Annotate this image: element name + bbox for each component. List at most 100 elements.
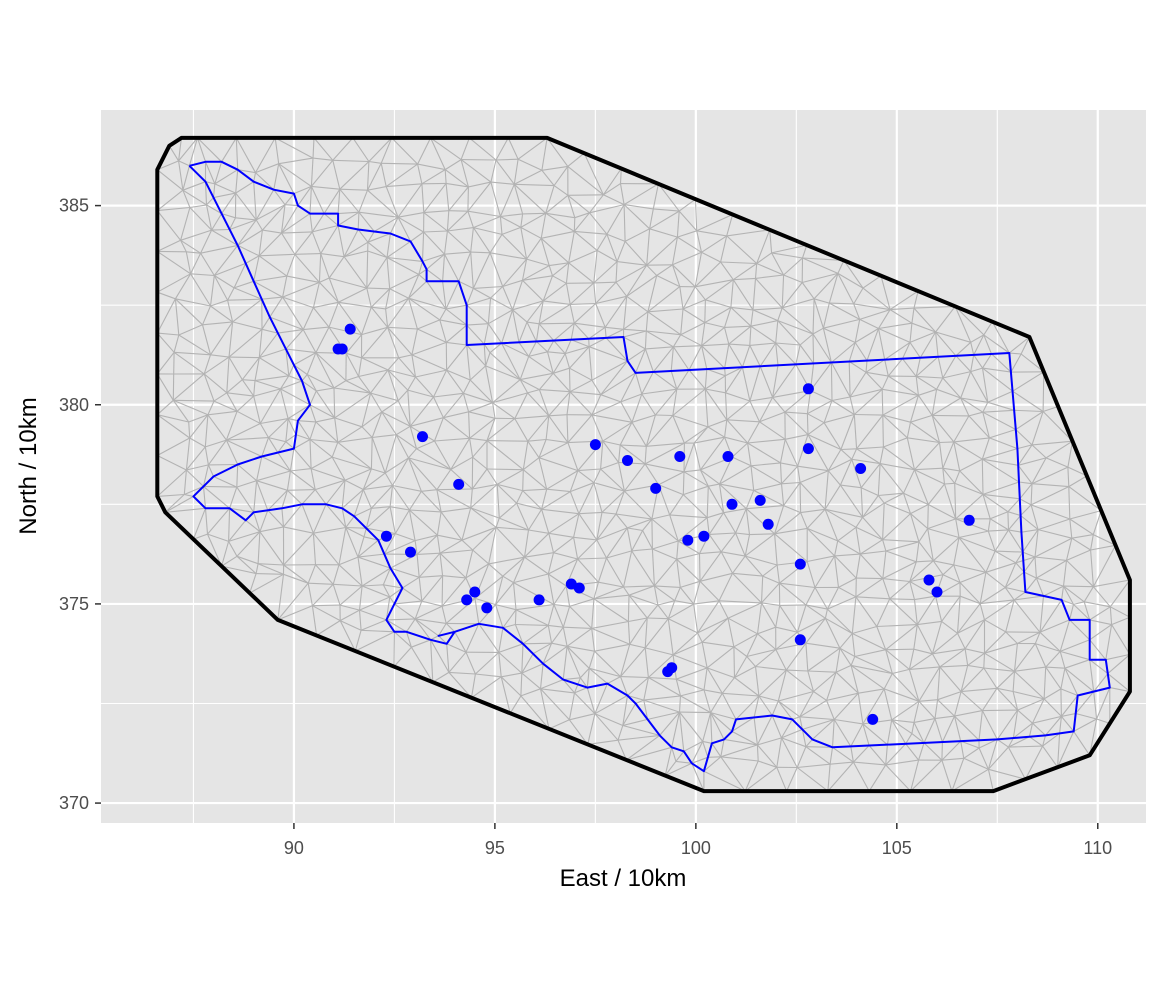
mesh-edge xyxy=(441,507,471,513)
mesh-edge xyxy=(541,137,548,171)
mesh-edge xyxy=(386,618,416,621)
mesh-edge xyxy=(960,371,972,399)
mesh-edge xyxy=(1042,745,1059,768)
mesh-edge xyxy=(834,553,861,557)
mesh-edge xyxy=(227,287,235,301)
x-axis-ticks: 90 95 100 105 110 xyxy=(284,823,1112,858)
mesh-edge xyxy=(807,434,842,451)
mesh-edge xyxy=(891,700,920,721)
mesh-edge xyxy=(708,483,720,487)
mesh-edge xyxy=(707,485,725,513)
mesh-edge xyxy=(619,168,622,184)
mesh-edge xyxy=(604,327,607,338)
mesh-edge xyxy=(522,469,524,491)
mesh-edge xyxy=(851,633,856,657)
mesh-edge xyxy=(226,357,230,393)
mesh-edge xyxy=(866,328,880,361)
mesh-edge xyxy=(627,595,630,622)
mesh-edge xyxy=(908,669,920,702)
mesh-edge xyxy=(805,617,826,644)
mesh-edge xyxy=(178,160,190,167)
mesh-edge xyxy=(987,769,994,792)
mesh-edge xyxy=(440,511,463,541)
mesh-edge xyxy=(205,204,213,231)
mesh-edge xyxy=(532,642,552,655)
mesh-edge xyxy=(1109,687,1131,693)
mesh-edge xyxy=(394,600,422,605)
x-tick-label: 100 xyxy=(681,838,711,858)
mesh-edge xyxy=(593,598,629,622)
mesh-edge xyxy=(411,354,447,371)
mesh-edge xyxy=(710,712,737,720)
mesh-edge xyxy=(1034,643,1047,668)
mesh-edge xyxy=(704,369,708,390)
mesh-edge xyxy=(627,527,643,532)
mesh-edge xyxy=(603,183,621,196)
mesh-edge xyxy=(310,159,334,187)
mesh-edge xyxy=(623,586,630,596)
mesh-edge xyxy=(865,359,886,373)
mesh-edge xyxy=(586,668,590,688)
mesh-edge xyxy=(498,651,523,674)
mesh-edge xyxy=(235,192,257,221)
mesh-edge xyxy=(1008,515,1022,531)
mesh-edge xyxy=(707,426,725,438)
mesh-edge xyxy=(754,666,760,697)
mesh-edge xyxy=(313,526,346,534)
mesh-edge xyxy=(540,213,547,239)
mesh-edge xyxy=(374,216,399,232)
mesh-edge xyxy=(418,274,427,282)
mesh-edge xyxy=(228,541,238,557)
mesh-edge xyxy=(522,441,529,470)
mesh-edge xyxy=(338,211,359,215)
mesh-edge xyxy=(852,625,877,635)
mesh-edge xyxy=(259,526,284,533)
mesh-edge xyxy=(261,437,270,457)
mesh-edge xyxy=(1063,585,1085,603)
mesh-edge xyxy=(520,213,524,228)
mesh-edge xyxy=(909,561,917,582)
mesh-edge xyxy=(653,371,678,390)
mesh-edge xyxy=(795,344,801,365)
mesh-edge xyxy=(500,213,523,218)
mesh-edge xyxy=(566,627,593,647)
mesh-edge xyxy=(749,366,761,402)
mesh-edge xyxy=(229,507,254,513)
mesh-edge xyxy=(539,663,544,689)
mesh-edge xyxy=(319,282,339,303)
mesh-edge xyxy=(750,309,754,327)
mesh-edge xyxy=(253,172,257,182)
mesh-edge xyxy=(979,603,986,620)
data-point xyxy=(762,518,774,530)
mesh-edge xyxy=(415,618,447,624)
mesh-edge xyxy=(724,436,748,444)
mesh-edge xyxy=(502,279,523,288)
mesh-edge xyxy=(970,371,989,403)
mesh-edge xyxy=(596,512,603,541)
mesh-edge xyxy=(942,355,957,379)
mesh-edge xyxy=(341,508,347,528)
mesh-edge xyxy=(641,388,677,395)
mesh-edge xyxy=(1017,709,1033,724)
mesh-edge xyxy=(569,391,601,396)
mesh-edge xyxy=(1015,562,1025,573)
mesh-edge xyxy=(822,328,832,363)
mesh-edge xyxy=(519,379,529,394)
mesh-edge xyxy=(703,756,722,772)
mesh-edge xyxy=(597,557,608,583)
mesh-edge xyxy=(758,695,773,716)
mesh-edge xyxy=(719,483,747,510)
mesh-edge xyxy=(1031,483,1069,488)
mesh-edge xyxy=(781,274,785,308)
mesh-edge xyxy=(277,605,313,621)
mesh-edge xyxy=(236,486,255,513)
mesh-edge xyxy=(538,300,544,324)
mesh-edge xyxy=(368,137,393,162)
mesh-edge xyxy=(1023,556,1036,573)
mesh-edge xyxy=(339,188,360,213)
mesh-edge xyxy=(235,217,257,221)
mesh-edge xyxy=(502,609,517,629)
mesh-edge xyxy=(524,552,554,558)
mesh-edge xyxy=(916,560,934,563)
mesh-edge xyxy=(720,756,746,792)
